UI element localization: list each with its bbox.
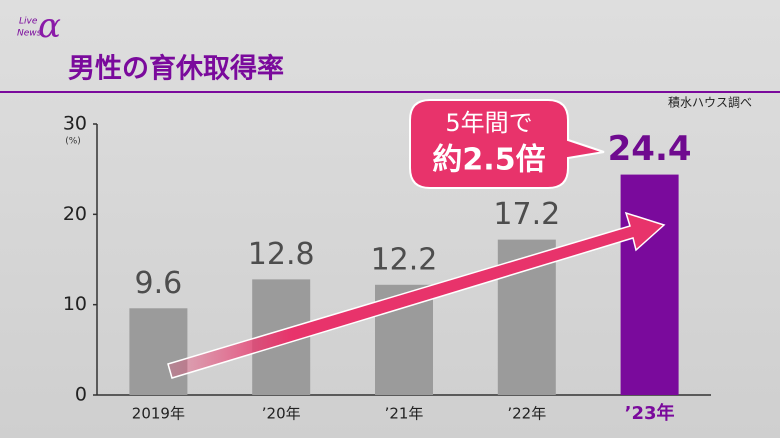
value-label: 12.2 [371, 242, 438, 277]
y-tick-label: 0 [75, 384, 87, 406]
y-unit: (%) [65, 137, 81, 147]
y-tick-label: 20 [63, 203, 87, 225]
x-tick-label: ’20年 [262, 405, 301, 423]
y-tick-label: 30 [63, 113, 87, 135]
value-label: 24.4 [608, 129, 692, 169]
bar [129, 308, 188, 395]
x-tick-label: ’22年 [507, 405, 546, 423]
value-label: 17.2 [493, 197, 560, 232]
trend-arrow [167, 211, 666, 379]
logo-mark: α [38, 6, 61, 46]
logo-text: News [17, 29, 42, 39]
bar [620, 174, 679, 395]
value-label: 9.6 [135, 266, 183, 301]
source: 積水ハウス調べ [668, 95, 752, 110]
x-tick-label: 2019年 [132, 405, 185, 423]
logo-text: Live [19, 17, 38, 27]
annotation: 約2.5倍 [432, 143, 545, 178]
x-tick-label: ’23年 [625, 402, 675, 424]
y-tick-label: 10 [63, 293, 87, 315]
x-tick-label: ’21年 [385, 405, 424, 423]
annotation: 5年間で [445, 109, 532, 137]
callout-bubble [409, 99, 605, 189]
chart-title: 男性の育休取得率 [68, 53, 284, 85]
value-label: 12.8 [248, 237, 315, 272]
